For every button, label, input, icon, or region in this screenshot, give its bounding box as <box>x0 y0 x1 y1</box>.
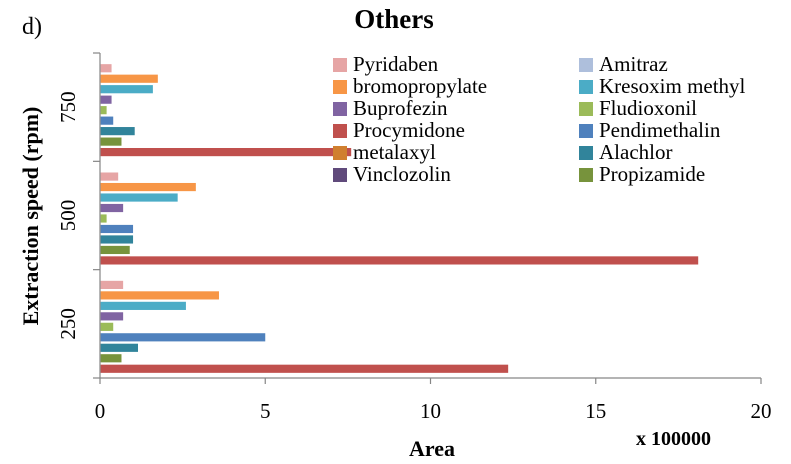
legend-label-propizamide: Propizamide <box>599 162 705 186</box>
bar-pyridaben-750 <box>100 64 112 73</box>
bar-pendimethalin-750 <box>100 116 114 125</box>
legend-label-kresoxim-methyl: Kresoxim methyl <box>599 74 746 98</box>
x-tick-label: 15 <box>585 399 606 423</box>
y-tick-label: 500 <box>56 200 80 232</box>
x-axis-label: Area <box>409 436 455 461</box>
bar-pendimethalin-500 <box>100 224 134 234</box>
legend-label-alachlor: Alachlor <box>599 140 672 164</box>
bar-fludioxonil-500 <box>100 214 107 223</box>
y-axis-label: Extraction speed (rpm) <box>18 107 43 326</box>
bar-pyridaben-500 <box>100 172 119 181</box>
legend-swatch-buprofezin <box>333 102 347 116</box>
x-axis-ticks: 0 5 10 15 20 <box>95 378 772 423</box>
panel-label: d) <box>22 14 42 40</box>
legend-swatch-pyridaben <box>333 58 347 72</box>
legend-label-pyridaben: Pyridaben <box>353 52 439 76</box>
bar-kresoxim-methyl-500 <box>100 193 178 202</box>
legend-label-procymidone: Procymidone <box>353 118 465 142</box>
bar-bromopropylate-500 <box>100 182 196 192</box>
x-tick-label: 10 <box>420 399 441 423</box>
bar-bromopropylate-750 <box>100 74 158 83</box>
bars <box>100 64 699 373</box>
bar-fludioxonil-750 <box>100 106 107 115</box>
bar-alachlor-250 <box>100 343 139 352</box>
legend-label-pendimethalin: Pendimethalin <box>599 118 721 142</box>
bar-alachlor-500 <box>100 235 134 244</box>
y-axis-ticks <box>93 52 100 379</box>
bar-propizamide-500 <box>100 245 130 255</box>
y-tick-label: 250 <box>56 308 80 340</box>
legend-swatch-pendimethalin <box>579 124 593 138</box>
legend-swatch-fludioxonil <box>579 102 593 116</box>
legend-swatch-alachlor <box>579 146 593 160</box>
legend-swatch-amitraz <box>579 58 593 72</box>
legend-label-amitraz: Amitraz <box>599 52 668 76</box>
bar-buprofezin-250 <box>100 312 124 321</box>
bar-bromopropylate-250 <box>100 291 219 300</box>
bar-fludioxonil-250 <box>100 322 114 331</box>
bar-kresoxim-methyl-250 <box>100 301 186 310</box>
bar-pendimethalin-250 <box>100 333 266 342</box>
legend-swatch-propizamide <box>579 168 593 182</box>
legend: Pyridaben Amitraz bromopropylate Kresoxim m… <box>333 52 746 186</box>
chart-title: Others <box>354 4 433 34</box>
y-tick-label: 750 <box>56 91 80 123</box>
bar-procymidone-500 <box>100 256 699 265</box>
legend-label-vinclozolin: Vinclozolin <box>353 162 451 186</box>
x-tick-label: 0 <box>95 399 106 423</box>
x-tick-label: 5 <box>260 399 271 423</box>
legend-label-bromopropylate: bromopropylate <box>353 74 487 98</box>
legend-swatch-metalaxyl <box>333 146 347 160</box>
bar-propizamide-250 <box>100 354 122 363</box>
x-tick-label: 20 <box>751 399 772 423</box>
legend-swatch-bromopropylate <box>333 80 347 94</box>
bar-alachlor-750 <box>100 127 135 136</box>
bar-buprofezin-750 <box>100 95 112 104</box>
legend-label-buprofezin: Buprofezin <box>353 96 448 120</box>
x-multiplier-label: x 100000 <box>636 428 711 450</box>
bar-kresoxim-methyl-750 <box>100 85 153 94</box>
y-tick-labels: 250 500 750 <box>56 91 80 339</box>
bar-pyridaben-250 <box>100 280 124 289</box>
bar-propizamide-750 <box>100 137 122 146</box>
legend-label-fludioxonil: Fludioxonil <box>599 96 697 120</box>
legend-label-metalaxyl: metalaxyl <box>353 140 436 164</box>
legend-swatch-procymidone <box>333 124 347 138</box>
bar-procymidone-750 <box>100 148 352 157</box>
legend-swatch-vinclozolin <box>333 168 347 182</box>
legend-swatch-kresoxim-methyl <box>579 80 593 94</box>
bar-procymidone-250 <box>100 364 509 373</box>
bar-buprofezin-500 <box>100 203 124 213</box>
